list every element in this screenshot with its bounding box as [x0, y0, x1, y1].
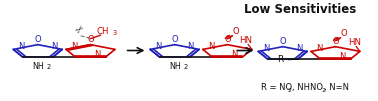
Text: ✂: ✂	[73, 23, 87, 36]
Text: HN: HN	[348, 38, 361, 47]
Text: N: N	[71, 42, 77, 51]
Text: O: O	[171, 35, 178, 44]
Text: O: O	[34, 35, 41, 44]
Text: O: O	[279, 37, 286, 46]
Text: O: O	[341, 29, 347, 38]
Text: NH: NH	[169, 62, 181, 71]
Text: 2: 2	[47, 64, 51, 70]
Text: HN: HN	[240, 36, 253, 45]
Text: N: N	[316, 44, 322, 53]
Text: N: N	[187, 42, 194, 51]
Text: N: N	[155, 42, 162, 51]
Text: N: N	[208, 42, 214, 51]
Text: 2: 2	[184, 64, 188, 70]
Text: O: O	[232, 27, 239, 36]
Text: CH: CH	[96, 26, 109, 36]
Text: O: O	[332, 37, 339, 46]
Text: N: N	[231, 50, 237, 59]
Text: , NHNO: , NHNO	[292, 83, 323, 92]
Text: 2: 2	[288, 88, 292, 93]
Text: N: N	[339, 52, 345, 61]
Text: O: O	[87, 35, 94, 44]
Text: 2: 2	[321, 88, 325, 93]
Text: R: R	[277, 55, 284, 64]
Text: Low Sensitivities: Low Sensitivities	[245, 3, 356, 16]
Text: N: N	[263, 44, 270, 53]
Text: N: N	[51, 42, 57, 51]
Text: N: N	[94, 50, 101, 59]
Text: N: N	[19, 42, 25, 51]
Text: R = NO: R = NO	[261, 83, 292, 92]
Text: NH: NH	[32, 62, 44, 71]
Text: 3: 3	[113, 30, 117, 36]
Text: , N=N: , N=N	[324, 83, 349, 92]
Text: N: N	[296, 44, 302, 53]
Text: O: O	[224, 35, 231, 44]
